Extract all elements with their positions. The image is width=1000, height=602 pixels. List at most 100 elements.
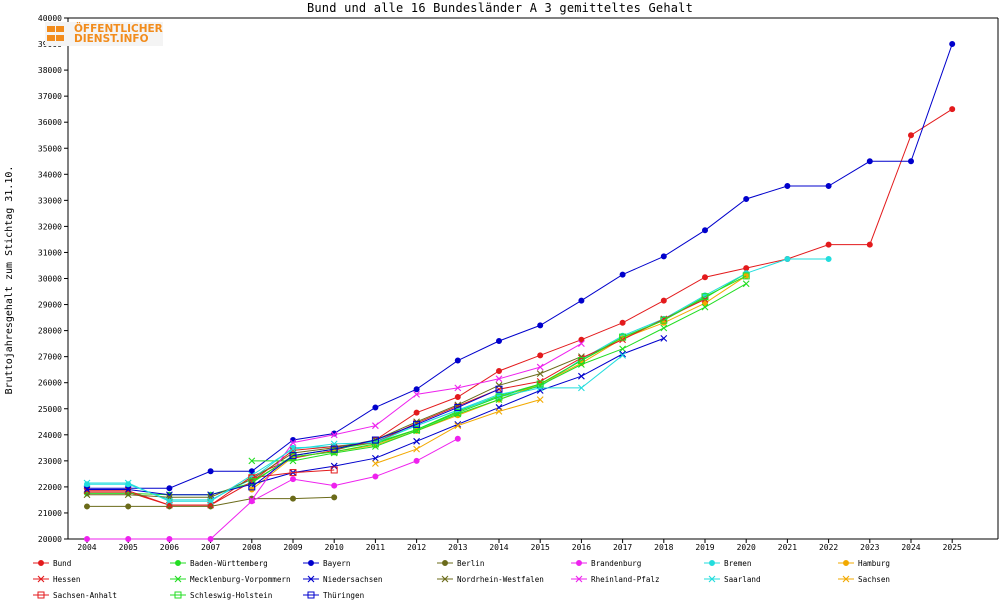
data-point [454,422,462,430]
data-point [331,494,338,501]
y-tick-label: 34000 [38,170,62,179]
legend-marker [37,591,45,599]
data-point [371,440,379,448]
x-tick-label: 2006 [160,543,179,552]
data-point [413,445,420,453]
data-point [124,491,132,499]
series-th-ringen [248,385,503,491]
data-point [372,473,379,480]
data-point [702,300,709,307]
series-line [87,298,706,506]
data-point [413,391,420,398]
logo-icon [45,23,71,45]
data-point [577,357,585,365]
legend-marker [442,560,448,566]
data-point [743,272,750,279]
series-lines [83,41,956,543]
series-hamburg [248,272,750,493]
legend-item: Brandenburg [571,556,641,570]
data-point [825,255,832,262]
x-tick-label: 2023 [860,543,879,552]
legend-marker [709,560,715,566]
logo-text-line1: ÖFFENTLICHER [74,23,163,35]
data-point [495,375,503,383]
data-point [454,357,461,364]
data-point [578,372,585,380]
data-point [825,241,832,248]
legend-swatch [303,560,319,566]
data-point [578,353,585,361]
legend-label: Niedersachsen [323,574,383,584]
logo-text-line2: DIENST.INFO [74,33,149,45]
y-tick-label: 40000 [38,14,62,23]
legend-label: Sachsen-Anhalt [53,590,118,600]
legend-swatch [704,560,720,566]
legend-item: Saarland [704,572,761,586]
legend-label: Bund [53,558,72,568]
data-point [578,384,585,392]
x-tick-label: 2004 [77,543,96,552]
legend-marker [174,575,182,583]
x-axis: 2004 2005 2006 2007 2008 2009 2010 2011 2012 2013… [68,538,998,552]
y-axis: 20000 21000 22000 23000 24000 25000 26000 27000… [38,14,999,544]
series-rheinland-pfalz [248,340,585,504]
legend-marker [575,575,583,583]
legend-marker [307,591,315,599]
data-point [578,297,585,304]
data-point [413,420,421,428]
data-point [207,536,214,543]
legend-item: Sachsen-Anhalt [33,588,117,602]
y-tick-label: 21000 [38,509,62,518]
data-point [701,293,709,301]
data-point [248,483,256,491]
data-point [454,384,462,392]
legend-marker [174,591,182,599]
x-tick-label: 2015 [531,543,550,552]
legend-marker [38,560,44,566]
x-tick-label: 2014 [489,543,508,552]
data-point [166,536,173,543]
legend-item: Baden-Württemberg [170,556,268,570]
legend-label: Mecklenburg-Vorpommern [190,574,291,584]
data-point [372,454,379,462]
legend-item: Sachsen [838,572,890,586]
legend-label: Berlin [457,558,485,568]
x-tick-label: 2025 [943,543,962,552]
data-point [166,497,173,505]
legend-swatch [838,560,854,566]
y-tick-label: 38000 [38,66,62,75]
data-point [495,381,503,389]
data-point [495,407,503,415]
data-point [248,478,256,486]
data-point [536,370,544,377]
legend-item: Rheinland-Pfalz [571,572,660,586]
data-point [330,466,338,474]
data-point [248,474,256,482]
data-point [495,338,502,345]
data-point [413,409,420,416]
data-point [619,345,626,353]
x-tick-label: 2010 [325,543,344,552]
data-point [537,352,544,359]
data-point [83,479,91,487]
y-tick-label: 33000 [38,196,62,205]
legend-label: Baden-Württemberg [190,558,268,568]
legend-swatch [571,575,587,583]
x-tick-label: 2016 [572,543,591,552]
data-point [289,469,297,477]
legend-label: Sachsen [858,574,891,584]
x-tick-label: 2022 [819,543,838,552]
legend-marker [842,575,850,583]
data-point [536,396,544,404]
data-point [949,41,956,48]
data-point [289,495,296,502]
x-tick-label: 2012 [407,543,426,552]
data-point [454,394,461,401]
series-bayern [84,41,956,492]
y-tick-label: 35000 [38,144,62,153]
data-point [578,340,585,348]
chart-title: Bund und alle 16 Bundesländer A 3 gemitt… [306,1,694,15]
data-point [413,386,420,393]
data-point [289,439,297,447]
data-point [372,404,379,411]
